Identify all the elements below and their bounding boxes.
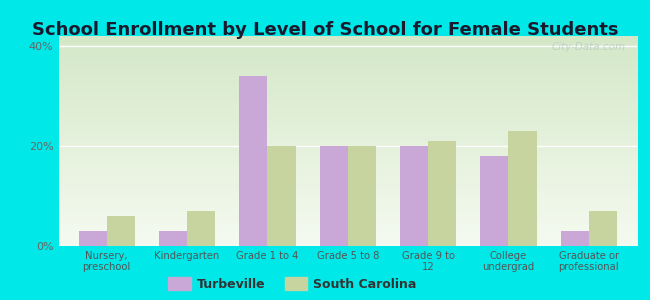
Bar: [428, 141, 456, 246]
Bar: [508, 131, 536, 246]
Bar: [159, 231, 187, 246]
Text: School Enrollment by Level of School for Female Students: School Enrollment by Level of School for…: [32, 21, 618, 39]
Bar: [320, 146, 348, 246]
Bar: [79, 231, 107, 246]
Bar: [187, 211, 215, 246]
Bar: [480, 156, 508, 246]
Bar: [267, 146, 296, 246]
Bar: [561, 231, 589, 246]
Bar: [348, 146, 376, 246]
Legend: Turbeville, South Carolina: Turbeville, South Carolina: [168, 277, 417, 291]
Text: City-Data.com: City-Data.com: [551, 42, 625, 52]
Bar: [239, 76, 267, 246]
Bar: [400, 146, 428, 246]
Bar: [107, 216, 135, 246]
Bar: [589, 211, 617, 246]
